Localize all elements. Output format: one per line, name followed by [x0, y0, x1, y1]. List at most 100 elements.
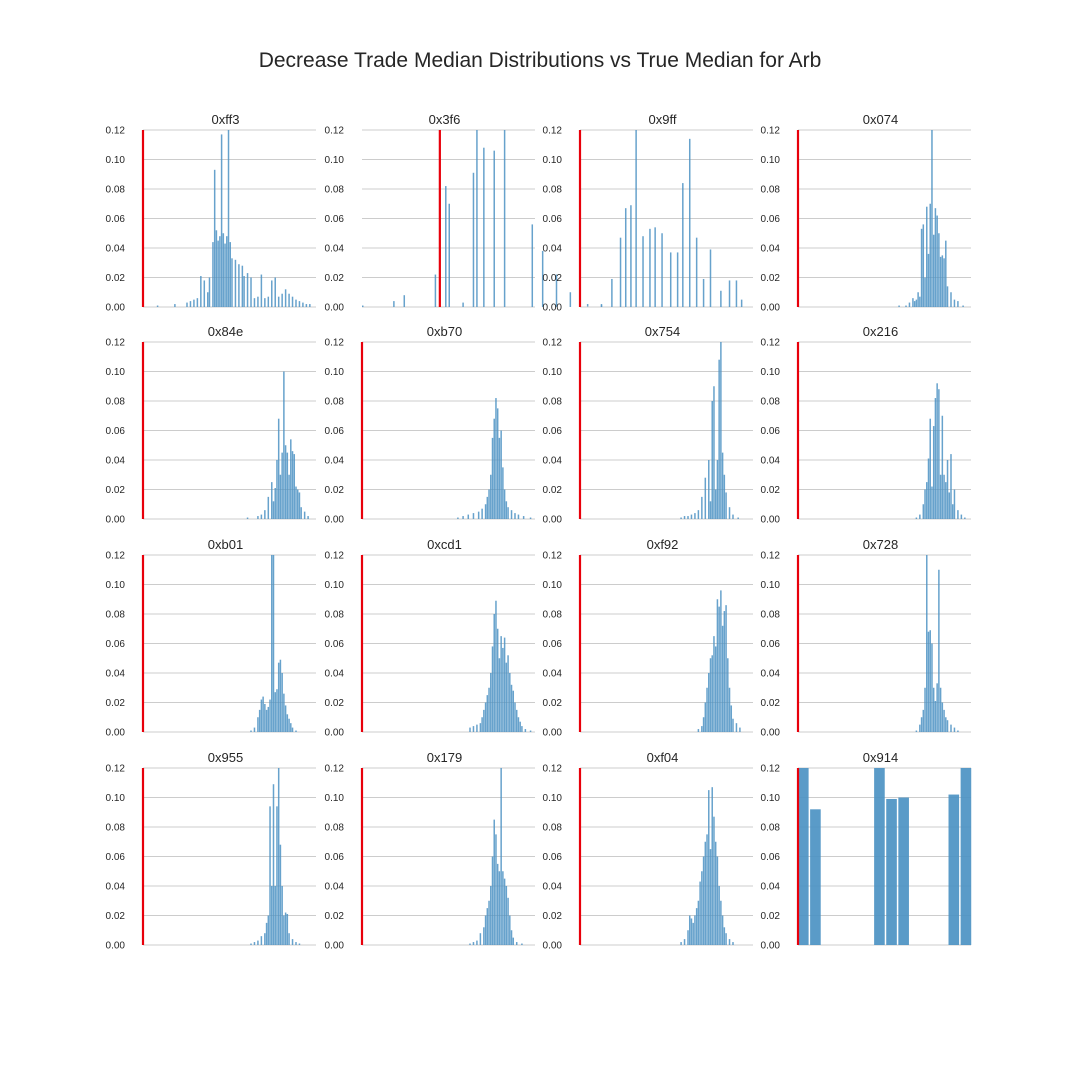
histogram-bar [718, 886, 720, 945]
histogram-bar [307, 516, 309, 519]
panel-title: 0x914 [863, 750, 898, 765]
y-tick-label: 0.00 [325, 303, 345, 314]
histogram-bar [509, 915, 511, 945]
histogram-bar [484, 504, 487, 519]
histogram-bar [303, 511, 306, 519]
chart-title: Decrease Trade Median Distributions vs T… [258, 49, 822, 72]
panel-0xf04: 0.00 0.02 0.04 0.06 0.08 0.10 0.12 0xf04 [543, 750, 753, 952]
histogram-bar [472, 172, 475, 307]
histogram-bar [291, 939, 294, 945]
y-tick-label: 0.08 [543, 610, 563, 621]
y-tick-label: 0.00 [106, 941, 126, 952]
histogram-bar [467, 514, 470, 519]
histogram-bar [721, 915, 724, 945]
histogram-bar [267, 706, 270, 732]
y-tick-label: 0.12 [543, 551, 563, 562]
histogram-bar [274, 277, 276, 307]
y-tick-label: 0.10 [543, 367, 563, 378]
histogram-bar [939, 474, 942, 519]
y-tick-label: 0.02 [325, 911, 345, 922]
histogram-bar [298, 492, 301, 519]
histogram-bar [957, 730, 959, 732]
histogram-bar [477, 511, 480, 519]
histogram-bar [946, 720, 949, 732]
histogram-bar [250, 730, 252, 732]
histogram-bar [931, 486, 933, 519]
histogram-bar [721, 625, 724, 732]
histogram-bar [732, 514, 734, 519]
y-tick-label: 0.04 [325, 882, 345, 893]
histogram-bar [924, 277, 926, 307]
histogram-bar [938, 569, 940, 732]
y-tick-label: 0.00 [543, 515, 563, 526]
histogram-bar [586, 304, 589, 307]
panel-title: 0xff3 [212, 112, 240, 127]
histogram-bar [196, 298, 199, 307]
histogram-bar [213, 169, 216, 307]
histogram-bar [502, 871, 504, 945]
y-tick-label: 0.06 [761, 639, 781, 650]
histogram-bar [924, 687, 926, 732]
histogram-bar [500, 636, 502, 732]
histogram-bar [676, 252, 679, 307]
y-tick-label: 0.12 [325, 764, 345, 775]
histogram-bar [929, 630, 931, 732]
histogram-bar [267, 915, 270, 945]
histogram-bar [739, 727, 741, 732]
histogram-bar [476, 940, 478, 945]
panel-title: 0x216 [863, 324, 898, 339]
histogram-bar [943, 474, 945, 519]
histogram-bar [290, 439, 292, 519]
histogram-bar [277, 768, 280, 945]
panel-0x84e: 0.00 0.02 0.04 0.06 0.08 0.10 0.12 0x84e [106, 324, 316, 526]
y-tick-label: 0.04 [543, 669, 563, 680]
histogram-bar [926, 555, 928, 732]
y-tick-label: 0.04 [761, 456, 781, 467]
y-tick-label: 0.02 [325, 273, 345, 284]
panel-0xcd1: 0.00 0.02 0.04 0.06 0.08 0.10 0.12 0xcd1 [325, 537, 535, 739]
histogram-bar [680, 942, 682, 945]
histogram-bar [922, 709, 925, 732]
histogram-bar [694, 513, 696, 519]
y-tick-label: 0.08 [325, 610, 345, 621]
histogram-bar [271, 886, 273, 945]
histogram-bar [281, 886, 283, 945]
panel-title: 0xcd1 [427, 537, 462, 552]
histogram-bar [445, 186, 447, 307]
histogram-bar [276, 806, 278, 945]
y-tick-label: 0.00 [106, 303, 126, 314]
histogram-bar [288, 293, 290, 307]
y-tick-label: 0.04 [106, 882, 126, 893]
histogram-bar [934, 208, 937, 307]
histogram-bar [521, 943, 523, 945]
histogram-bar [713, 386, 715, 519]
histogram-bar [932, 234, 935, 307]
y-tick-label: 0.08 [106, 610, 126, 621]
y-tick-label: 0.08 [325, 185, 345, 196]
histogram-bar [874, 768, 885, 945]
histogram-bar [718, 606, 720, 732]
histogram-bar [927, 458, 930, 519]
histogram-bar [277, 662, 280, 732]
histogram-bar [950, 724, 952, 732]
panel-0xff3: 0.00 0.02 0.04 0.06 0.08 0.10 0.12 0xff3 [106, 112, 316, 314]
histogram-bar [721, 452, 724, 519]
y-tick-label: 0.12 [325, 126, 345, 137]
y-tick-label: 0.06 [325, 639, 345, 650]
y-tick-label: 0.06 [106, 639, 126, 650]
histogram-bar [926, 206, 928, 307]
histogram-bar [682, 183, 684, 307]
histogram-bar [257, 940, 259, 945]
histogram-bar [267, 296, 270, 307]
histogram-bar [457, 517, 459, 519]
panel-title: 0x754 [645, 324, 680, 339]
histogram-bar [212, 242, 214, 307]
y-tick-label: 0.06 [106, 214, 126, 225]
histogram-bar [502, 467, 504, 519]
panel-title: 0x955 [208, 750, 243, 765]
y-tick-label: 0.12 [761, 551, 781, 562]
panel-0xb70: 0.00 0.02 0.04 0.06 0.08 0.10 0.12 0xb70 [325, 324, 535, 526]
y-tick-label: 0.08 [761, 823, 781, 834]
histogram-bar [934, 701, 937, 732]
histogram-bar [207, 292, 209, 307]
